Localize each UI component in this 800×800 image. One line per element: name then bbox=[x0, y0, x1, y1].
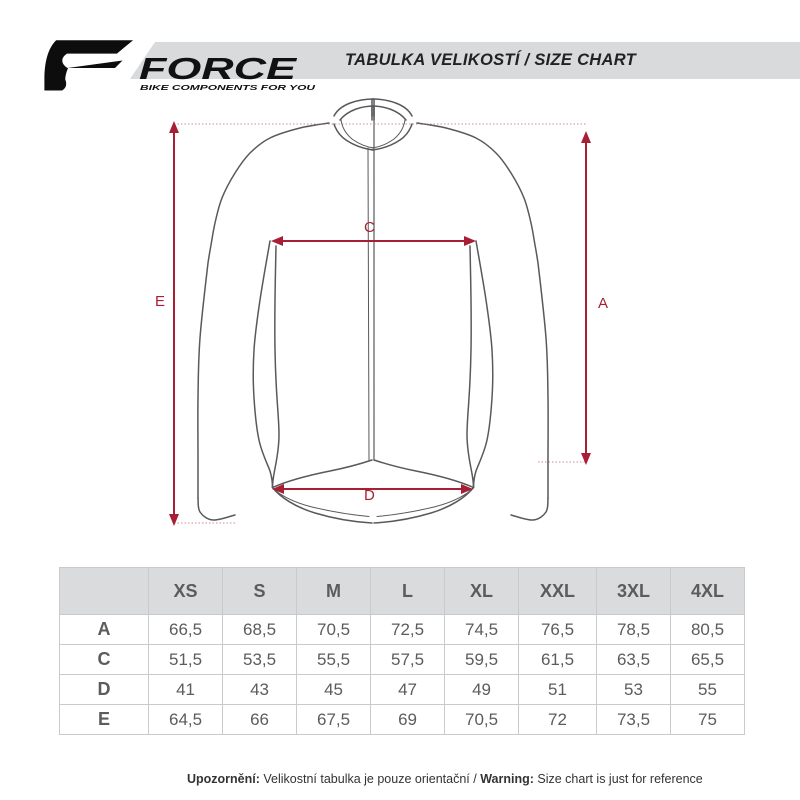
svg-text:E: E bbox=[155, 293, 165, 310]
svg-text:D: D bbox=[364, 487, 375, 504]
svg-text:C: C bbox=[364, 219, 375, 236]
svg-text:A: A bbox=[598, 295, 608, 312]
